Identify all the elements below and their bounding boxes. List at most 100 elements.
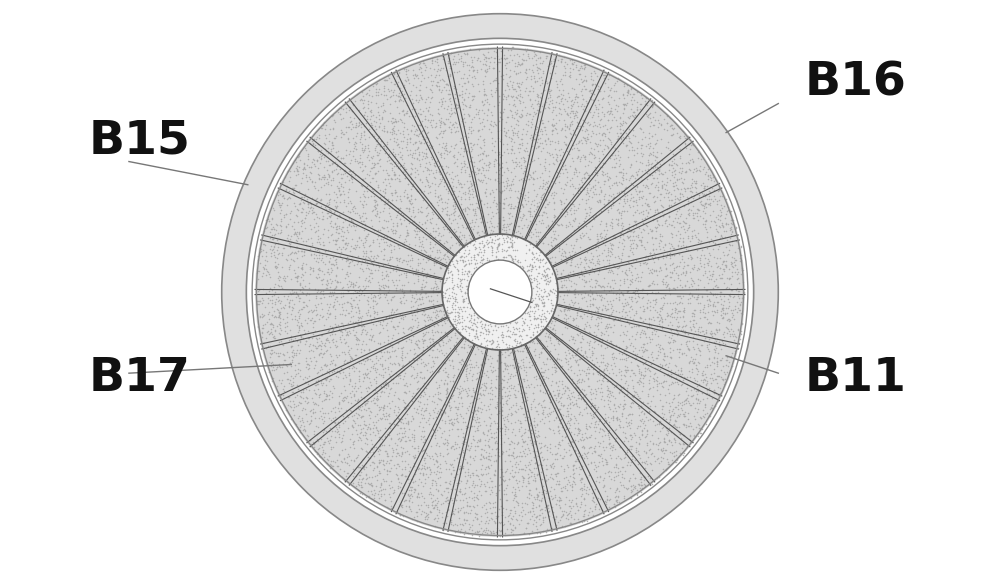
Point — [461, 186, 477, 195]
Point — [704, 184, 720, 193]
Point — [446, 370, 462, 380]
Point — [385, 221, 401, 231]
Point — [498, 92, 514, 101]
Point — [552, 305, 568, 314]
Point — [456, 297, 472, 306]
Point — [600, 69, 616, 78]
Point — [462, 470, 478, 479]
Point — [558, 354, 574, 364]
Point — [312, 234, 328, 243]
Point — [652, 244, 668, 253]
Point — [597, 486, 613, 495]
Point — [430, 191, 446, 200]
Point — [269, 188, 285, 197]
Point — [432, 332, 448, 341]
Point — [490, 393, 506, 402]
Point — [601, 195, 617, 204]
Point — [476, 159, 492, 168]
Point — [357, 219, 373, 228]
Point — [486, 117, 502, 127]
Point — [636, 475, 652, 484]
Point — [535, 295, 551, 304]
Point — [370, 394, 386, 404]
Point — [520, 120, 536, 130]
Point — [261, 308, 277, 317]
Point — [317, 360, 333, 370]
Point — [539, 455, 555, 464]
Point — [278, 181, 294, 190]
Point — [684, 178, 700, 187]
Point — [653, 444, 669, 453]
Point — [504, 240, 520, 249]
Point — [386, 407, 402, 416]
Point — [661, 249, 677, 259]
Point — [297, 329, 313, 338]
Point — [559, 305, 575, 315]
Point — [313, 298, 329, 307]
Point — [562, 206, 578, 215]
Point — [443, 332, 459, 342]
Point — [612, 280, 628, 289]
Point — [492, 519, 508, 528]
Point — [599, 340, 615, 350]
Point — [643, 314, 659, 324]
Point — [570, 289, 586, 298]
Point — [687, 414, 703, 423]
Point — [628, 447, 644, 457]
Point — [362, 378, 378, 387]
Point — [671, 376, 687, 385]
Point — [561, 124, 577, 134]
Point — [434, 85, 450, 95]
Point — [665, 243, 681, 252]
Point — [458, 101, 474, 110]
Point — [685, 359, 701, 368]
Point — [396, 90, 412, 99]
Point — [518, 166, 534, 176]
Point — [523, 277, 539, 287]
Point — [361, 242, 377, 251]
Point — [399, 401, 415, 411]
Point — [706, 297, 722, 306]
Point — [500, 425, 516, 434]
Point — [656, 124, 672, 134]
Point — [390, 328, 406, 338]
Point — [418, 258, 434, 267]
Point — [441, 260, 457, 269]
Point — [671, 348, 687, 357]
Point — [429, 248, 445, 257]
Point — [461, 331, 477, 340]
Point — [682, 356, 698, 366]
Point — [342, 147, 358, 156]
Point — [460, 334, 476, 343]
Point — [325, 235, 341, 245]
Point — [503, 237, 519, 246]
Point — [603, 137, 619, 147]
Point — [440, 162, 456, 172]
Point — [316, 151, 332, 160]
Point — [443, 484, 459, 493]
Point — [361, 124, 377, 134]
Point — [712, 253, 728, 262]
Point — [479, 529, 495, 538]
Point — [699, 181, 715, 190]
Point — [723, 206, 739, 215]
Point — [510, 256, 526, 265]
Point — [255, 311, 271, 321]
Point — [495, 367, 511, 376]
Point — [426, 64, 442, 74]
Point — [734, 266, 750, 275]
Point — [528, 314, 544, 324]
Point — [592, 281, 608, 290]
Point — [556, 467, 572, 476]
Point — [435, 306, 451, 315]
Point — [439, 384, 455, 394]
Point — [611, 343, 627, 352]
Point — [336, 158, 352, 168]
Point — [664, 157, 680, 166]
Point — [319, 300, 335, 309]
Point — [425, 284, 441, 293]
Point — [392, 436, 408, 446]
Point — [582, 205, 598, 214]
Point — [387, 225, 403, 234]
Point — [347, 378, 363, 388]
